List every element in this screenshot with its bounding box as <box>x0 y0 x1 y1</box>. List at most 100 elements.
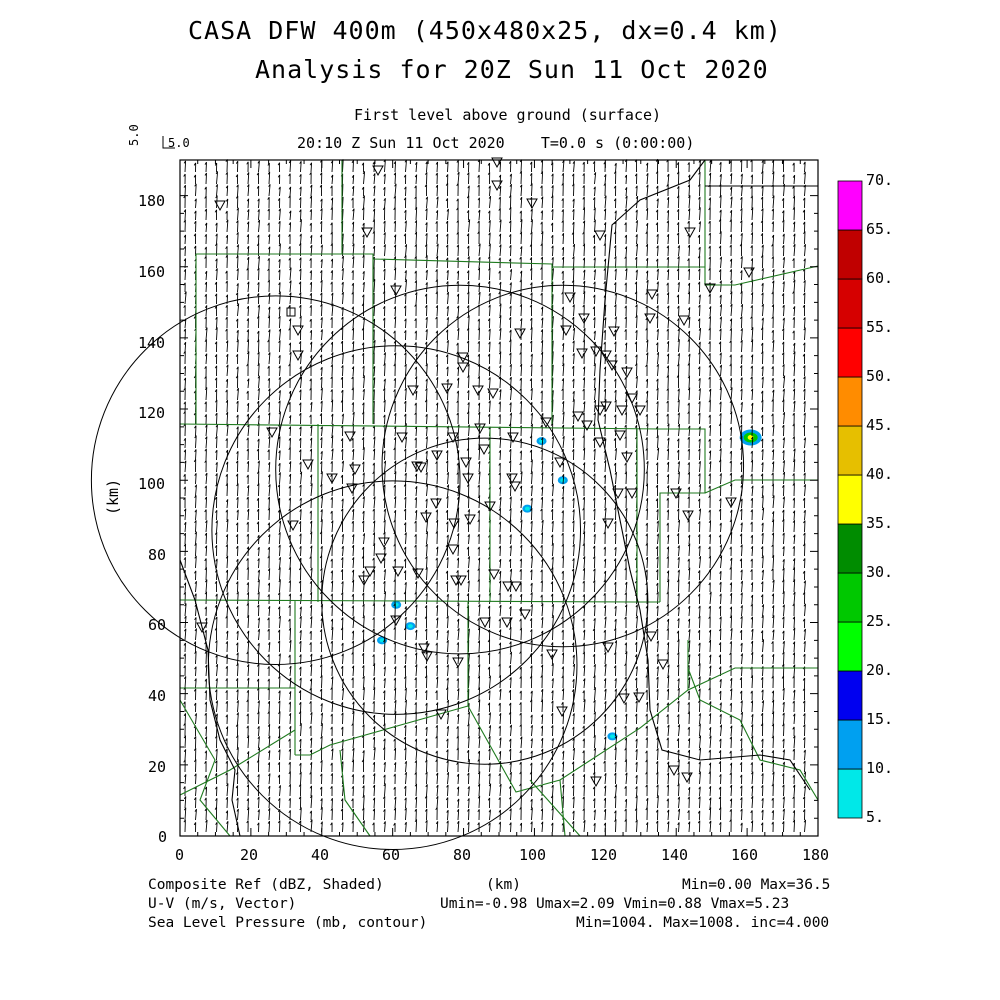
station-marker <box>519 609 531 621</box>
station-marker <box>606 360 618 372</box>
station-marker <box>474 423 486 435</box>
station-marker <box>344 431 356 443</box>
station-marker <box>266 427 278 439</box>
colorbar-swatch <box>837 327 863 378</box>
station-marker <box>556 706 568 718</box>
colorbar-label: 65. <box>866 220 894 238</box>
station-marker <box>378 537 390 549</box>
station-marker <box>578 313 590 325</box>
station-marker <box>594 405 606 417</box>
footer-right-1: Min=0.00 Max=36.5 <box>682 877 831 893</box>
station-marker <box>581 420 593 432</box>
station-marker <box>478 444 490 456</box>
colorbar-label: 30. <box>866 563 894 581</box>
station-marker <box>491 180 503 192</box>
station-marker <box>684 227 696 239</box>
radar-site-marker <box>286 307 296 317</box>
x-tick-80: 80 <box>453 846 472 864</box>
colorbar-swatch <box>837 670 863 721</box>
colorbar-label: 70. <box>866 171 894 189</box>
station-marker <box>392 566 404 578</box>
colorbar-label: 35. <box>866 514 894 532</box>
y-tick-180: 180 <box>138 192 166 210</box>
colorbar-swatch <box>837 474 863 525</box>
vector-scale-key <box>162 136 175 149</box>
station-marker <box>560 325 572 337</box>
range-ring-0 <box>90 295 461 666</box>
range-ring-1 <box>275 284 645 655</box>
y-tick-40: 40 <box>148 687 167 705</box>
station-marker <box>302 459 314 471</box>
tick-marks <box>179 160 819 837</box>
title-line1: CASA DFW 400m (450x480x25, dx=0.4 km) <box>188 16 782 45</box>
station-marker <box>455 575 467 587</box>
colorbar-swatch <box>837 768 863 819</box>
station-marker <box>450 575 462 587</box>
station-marker <box>646 289 658 301</box>
station-marker <box>421 651 433 663</box>
station-marker <box>704 283 716 295</box>
station-marker <box>411 461 423 473</box>
station-marker <box>743 267 755 279</box>
station-marker <box>488 569 500 581</box>
station-marker <box>430 498 442 510</box>
station-marker <box>372 165 384 177</box>
station-marker <box>644 313 656 325</box>
x-tick-0: 0 <box>175 846 185 864</box>
isobar-1004 <box>597 159 818 791</box>
y-tick-160: 160 <box>138 263 166 281</box>
station-marker <box>487 388 499 400</box>
range-ring-5 <box>321 437 649 765</box>
colorbar-label: 10. <box>866 759 894 777</box>
colorbar-swatch <box>837 523 863 574</box>
station-marker <box>668 765 680 777</box>
station-marker <box>457 362 469 374</box>
colorbar <box>837 180 863 819</box>
station-marker <box>484 501 496 513</box>
station-marker <box>472 385 484 397</box>
y-tick-0: 0 <box>158 828 168 846</box>
station-marker <box>634 405 646 417</box>
title-line2: Analysis for 20Z Sun 11 Oct 2020 <box>255 55 769 84</box>
plot-frame <box>179 159 819 837</box>
station-marker <box>657 659 669 671</box>
footer-left-1: Composite Ref (dBZ, Shaded) <box>148 877 384 893</box>
vector-arrows <box>183 158 807 833</box>
station-marker <box>602 518 614 530</box>
station-marker <box>196 622 208 634</box>
station-marker <box>431 450 443 462</box>
station-marker <box>572 411 584 423</box>
y-tick-80: 80 <box>148 546 167 564</box>
colorbar-swatch <box>837 572 863 623</box>
time-label: 20:10 Z Sun 11 Oct 2020 T=0.0 s (0:00:00… <box>297 134 695 152</box>
x-tick-140: 140 <box>661 846 689 864</box>
station-marker <box>616 405 628 417</box>
station-marker <box>287 520 299 532</box>
colorbar-swatch <box>837 621 863 672</box>
station-marker <box>509 481 521 493</box>
echo-3 <box>391 600 402 609</box>
station-marker <box>420 512 432 524</box>
reflectivity-layer <box>377 429 762 741</box>
station-marker <box>407 385 419 397</box>
range-ring-2 <box>211 345 582 715</box>
station-marker <box>590 346 602 358</box>
footer-xlabel: (km) <box>486 877 521 893</box>
station-marker <box>602 642 614 654</box>
colorbar-label: 60. <box>866 269 894 287</box>
y-tick-140: 140 <box>138 334 166 352</box>
station-marker <box>510 581 522 593</box>
station-marker <box>358 575 370 587</box>
station-marker <box>479 617 491 629</box>
colorbar-label: 40. <box>866 465 894 483</box>
x-tick-180: 180 <box>802 846 830 864</box>
colorbar-swatch <box>837 376 863 427</box>
station-marker <box>361 227 373 239</box>
station-marker <box>546 649 558 661</box>
station-marker <box>682 510 694 522</box>
footer-left-2: U-V (m/s, Vector) <box>148 896 297 912</box>
station-marker <box>448 518 460 530</box>
station-marker <box>375 553 387 565</box>
x-tick-20: 20 <box>240 846 259 864</box>
